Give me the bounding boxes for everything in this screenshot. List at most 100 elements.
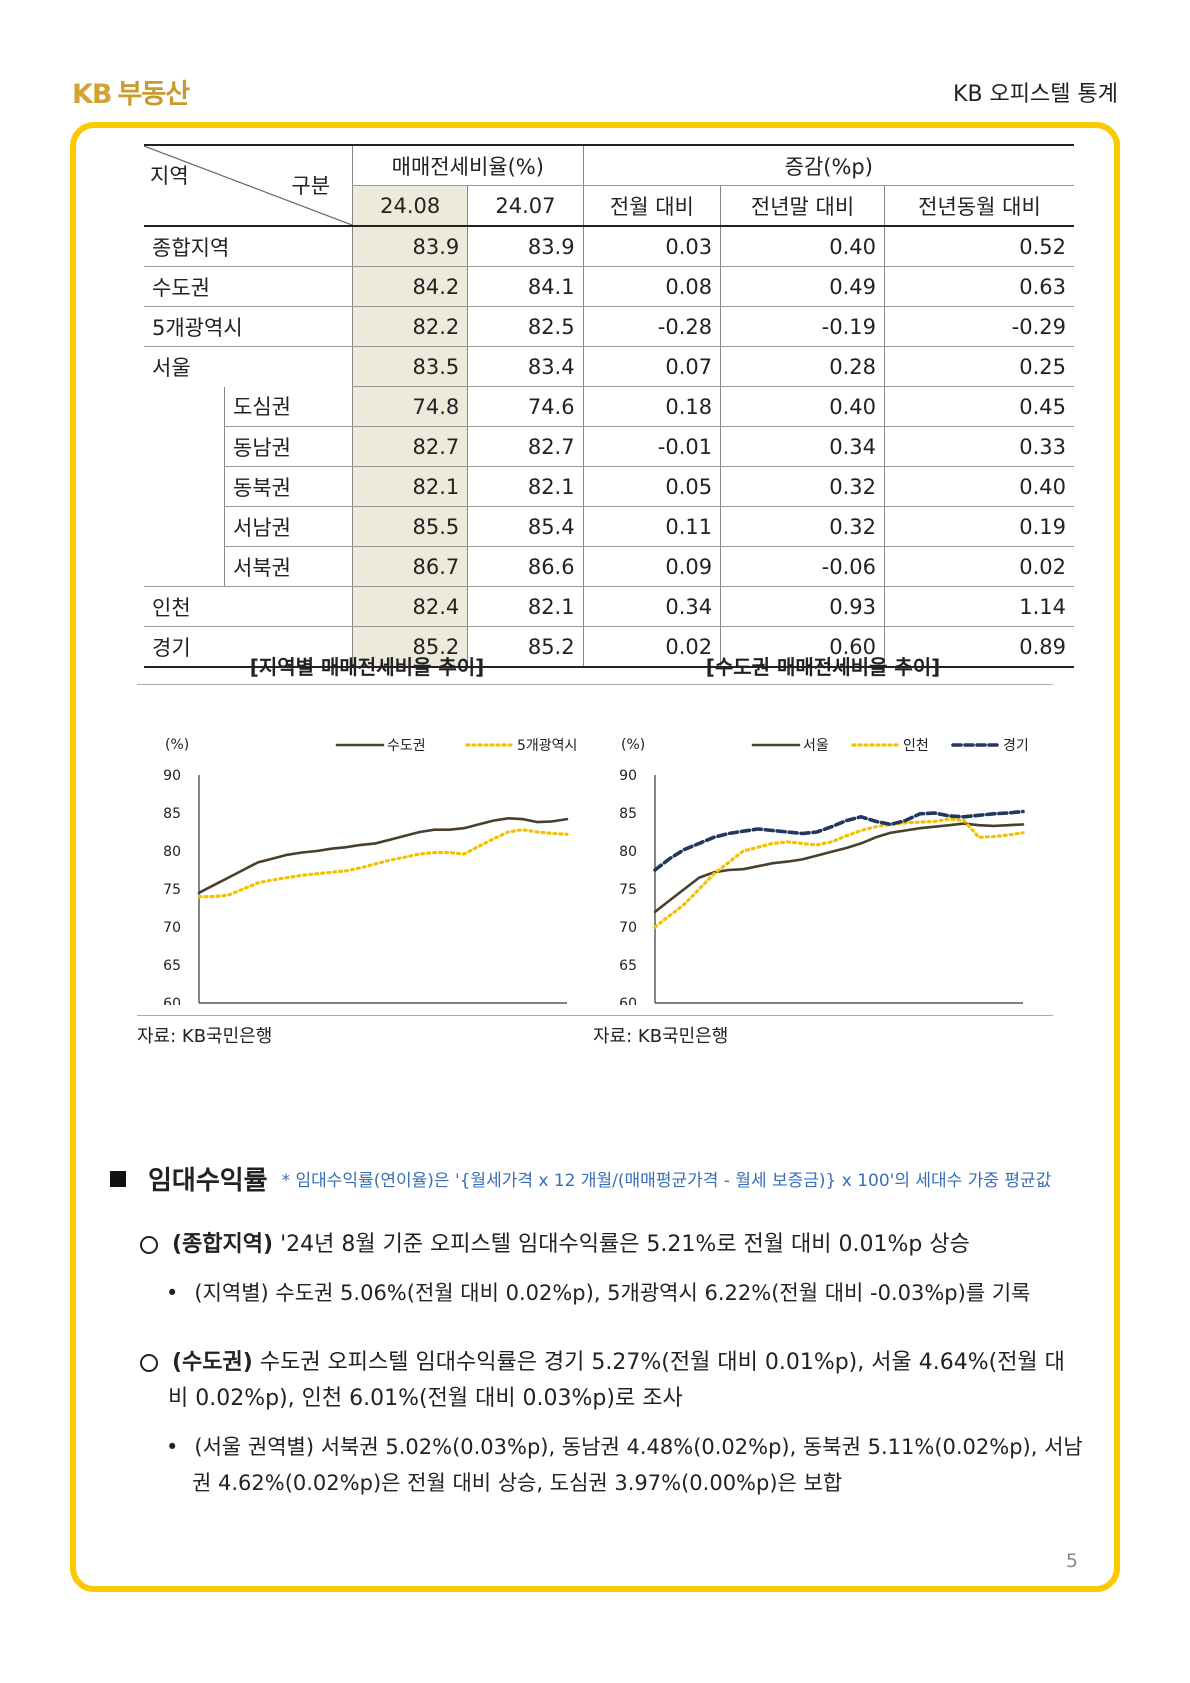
y-tick-label: 70 (619, 920, 637, 936)
unit-label: (%) (621, 737, 645, 753)
value-cell: 82.5 (467, 306, 584, 347)
value-cell: 83.5 (352, 346, 468, 387)
legend-label: 경기 (1003, 738, 1029, 754)
value-cell: 0.07 (582, 346, 721, 387)
value-cell: 0.33 (883, 426, 1074, 467)
value-cell: 82.1 (467, 466, 584, 507)
value-cell: 0.02 (883, 546, 1074, 587)
value-cell: -0.06 (720, 546, 885, 587)
table-row: 종합지역 83.9 83.9 0.03 0.40 0.52 (144, 226, 1074, 267)
value-cell: 0.60 (720, 626, 885, 668)
y-tick-label: 60 (619, 996, 637, 1005)
value-cell: 86.7 (352, 546, 468, 587)
value-cell: 0.34 (582, 586, 721, 627)
value-cell: 0.49 (720, 266, 885, 307)
y-tick-label: 65 (163, 958, 181, 974)
chart-source: 자료: KB국민은행 (593, 1015, 1053, 1048)
column-header: 전년말 대비 (720, 185, 885, 227)
table-row: 동남권 82.7 82.7 -0.01 0.34 0.33 (144, 426, 1074, 467)
value-cell: 83.9 (467, 226, 584, 267)
group-header-change: 증감(%p) (582, 144, 1074, 186)
value-cell: 74.6 (467, 386, 584, 427)
table-row: 서남권 85.5 85.4 0.11 0.32 0.19 (144, 506, 1074, 547)
bullet-dot-icon: • (166, 1281, 179, 1305)
value-cell: 83.9 (352, 226, 468, 267)
section-note: * 임대수익률(연이율)은 '{월세가격 x 12 개월/(매매평균가격 - 월… (281, 1171, 1052, 1191)
y-tick-label: 90 (163, 768, 181, 784)
value-cell: 0.45 (883, 386, 1074, 427)
region-cell: 서남권 (223, 506, 353, 547)
y-tick-label: 85 (163, 806, 181, 822)
paragraph-total: (종합지역) '24년 8월 기준 오피스텔 임대수익률은 5.21%로 전월 … (140, 1227, 1110, 1263)
region-cell: 5개광역시 (144, 306, 353, 347)
value-cell: 0.19 (883, 506, 1074, 547)
value-cell: 0.63 (883, 266, 1074, 307)
value-cell: 82.1 (352, 466, 468, 507)
bullet-dot-icon: • (166, 1435, 179, 1459)
chart-title: [수도권 매매전세비율 추이] (593, 650, 1053, 685)
value-cell: 86.6 (467, 546, 584, 587)
column-header: 전월 대비 (582, 185, 721, 227)
value-cell: 0.93 (720, 586, 885, 627)
series-line-2 (653, 809, 1025, 872)
value-cell: 0.09 (582, 546, 721, 587)
series-line-0 (197, 817, 569, 895)
value-cell: 0.02 (582, 626, 721, 668)
chart-source: 자료: KB국민은행 (137, 1015, 597, 1048)
indent-spacer (144, 427, 225, 467)
paragraph-text: '24년 8월 기준 오피스텔 임대수익률은 5.21%로 전월 대비 0.01… (273, 1232, 970, 1257)
value-cell: 82.7 (352, 426, 468, 467)
value-cell: 0.28 (720, 346, 885, 387)
value-cell: 85.2 (352, 626, 468, 668)
sub-paragraph: • (지역별) 수도권 5.06%(전월 대비 0.02%p), 5개광역시 6.… (166, 1275, 1110, 1311)
content-frame (70, 122, 1120, 1592)
indent-spacer (144, 467, 225, 507)
sub-paragraph: • (서울 권역별) 서북권 5.02%(0.03%p), 동남권 4.48%(0… (166, 1429, 1110, 1501)
section-title: 임대수익률 (148, 1166, 268, 1196)
value-cell: 0.03 (582, 226, 721, 267)
legend-label: 수도권 (387, 738, 426, 754)
table-row: 인천 82.4 82.1 0.34 0.93 1.14 (144, 586, 1074, 627)
series-line-0 (653, 822, 1025, 914)
value-cell: 0.18 (582, 386, 721, 427)
y-tick-label: 65 (619, 958, 637, 974)
y-tick-label: 90 (619, 768, 637, 784)
region-cell: 동북권 (223, 466, 353, 507)
legend-label: 5개광역시 (517, 738, 577, 754)
value-cell: 74.8 (352, 386, 468, 427)
legend-label: 인천 (903, 738, 929, 754)
region-cell: 서북권 (223, 546, 353, 587)
value-cell: 85.5 (352, 506, 468, 547)
table-row: 동북권 82.1 82.1 0.05 0.32 0.40 (144, 466, 1074, 507)
value-cell: 85.2 (467, 626, 584, 668)
table-row: 수도권 84.2 84.1 0.08 0.49 0.63 (144, 266, 1074, 307)
value-cell: 1.14 (883, 586, 1074, 627)
indent-spacer (144, 387, 225, 427)
series-line-1 (653, 817, 1025, 929)
value-cell: 85.4 (467, 506, 584, 547)
y-tick-label: 80 (619, 844, 637, 860)
chart-regional: [지역별 매매전세비율 추이] (%)90858075706560'14.8'1… (137, 650, 597, 1048)
y-tick-label: 80 (163, 844, 181, 860)
sub-paragraph-text-cont: 권 4.62%(0.02%p)은 전월 대비 상승, 도심권 3.97%(0.0… (192, 1471, 843, 1495)
value-cell: -0.28 (582, 306, 721, 347)
corner-right-label: 구분 (291, 174, 331, 198)
ratio-table: 지역 구분 매매전세비율(%) 증감(%p) 24.08 24.07 전월 대비 전년… (144, 144, 1074, 668)
value-cell: 0.25 (883, 346, 1074, 387)
chart-capital: [수도권 매매전세비율 추이] (%)90858075706560'14.8'1… (593, 650, 1053, 1048)
circle-bullet-icon (140, 1354, 158, 1372)
y-tick-label: 60 (163, 996, 181, 1005)
value-cell: -0.19 (720, 306, 885, 347)
region-cell: 종합지역 (144, 226, 353, 267)
paragraph-label: (수도권) (172, 1350, 253, 1375)
y-tick-label: 85 (619, 806, 637, 822)
value-cell: 0.40 (883, 466, 1074, 507)
value-cell: 82.7 (467, 426, 584, 467)
indent-spacer (144, 546, 225, 587)
value-cell: 82.1 (467, 586, 584, 627)
value-cell: 0.34 (720, 426, 885, 467)
value-cell: -0.01 (582, 426, 721, 467)
column-header: 24.07 (467, 185, 584, 227)
value-cell: 84.1 (467, 266, 584, 307)
logo: KB 부동산 (72, 79, 190, 110)
